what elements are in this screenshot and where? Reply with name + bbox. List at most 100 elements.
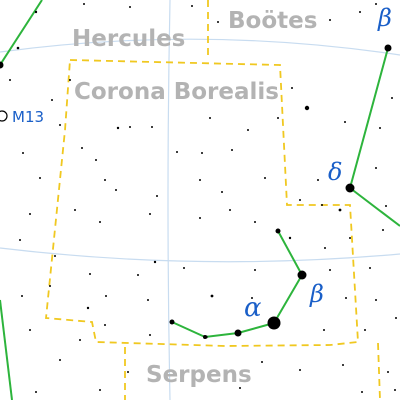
- star-theta-crb: [275, 228, 281, 234]
- star-epsilon-crb: [169, 319, 175, 325]
- background-stars: [9, 3, 397, 393]
- background-star: [104, 324, 106, 326]
- background-star: [379, 127, 381, 129]
- m13-label: M13: [12, 108, 44, 126]
- background-star: [54, 255, 56, 257]
- background-star: [277, 117, 279, 119]
- background-star: [29, 329, 31, 331]
- background-star: [323, 329, 325, 331]
- background-star: [153, 260, 157, 264]
- background-star: [385, 205, 387, 207]
- background-star: [361, 391, 363, 393]
- background-star: [199, 217, 201, 219]
- declination-line-lower: [0, 247, 400, 263]
- background-star: [344, 121, 346, 123]
- background-star: [299, 369, 301, 371]
- background-star: [394, 389, 396, 391]
- background-star: [115, 189, 117, 191]
- background-star: [329, 269, 331, 271]
- background-star: [89, 273, 91, 275]
- background-star: [151, 126, 153, 128]
- background-star: [29, 213, 31, 215]
- background-star: [19, 239, 21, 241]
- background-star: [231, 149, 233, 151]
- background-star: [137, 274, 139, 276]
- background-star: [149, 334, 151, 336]
- background-star: [105, 295, 107, 297]
- background-star: [247, 129, 249, 131]
- label-bootes: Boötes: [228, 8, 317, 34]
- background-star: [149, 213, 151, 215]
- background-star: [254, 269, 256, 271]
- background-star: [217, 21, 219, 23]
- background-star: [288, 236, 292, 240]
- bootes-figure: [349, 47, 389, 189]
- serpens-boundary-right: [377, 342, 381, 400]
- background-star: [104, 179, 106, 181]
- background-star: [254, 221, 256, 223]
- background-star: [382, 229, 384, 231]
- star-delta-serpens: [345, 183, 355, 193]
- hercules-figure-lower: [0, 299, 13, 400]
- background-star: [51, 99, 53, 101]
- bright-stars: [0, 44, 392, 339]
- star-hercules-upper: [0, 61, 4, 69]
- greek-beta-crb: β: [309, 280, 324, 308]
- background-star: [147, 299, 149, 301]
- background-star: [176, 151, 178, 153]
- background-star: [49, 285, 51, 287]
- label-serpens: Serpens: [146, 362, 252, 388]
- background-star: [239, 387, 241, 389]
- star-beta-crb: [297, 270, 307, 280]
- background-star: [369, 267, 371, 269]
- star-gamma-crb: [234, 329, 242, 337]
- star-beta-bootes: [384, 44, 392, 52]
- background-star: [375, 167, 377, 169]
- background-star: [127, 371, 129, 373]
- label-corona-borealis: Corona Borealis: [74, 79, 279, 105]
- background-star: [364, 329, 366, 331]
- background-star: [199, 179, 201, 181]
- hercules-figure-upper: [0, 0, 43, 66]
- right-ascension-line: [167, 0, 171, 400]
- background-star: [22, 152, 24, 154]
- background-star: [201, 152, 203, 154]
- background-star: [191, 5, 193, 7]
- background-star: [99, 389, 101, 391]
- greek-alpha-crb: α: [244, 293, 262, 323]
- background-star: [387, 371, 389, 373]
- serpens-figure: [349, 187, 400, 227]
- constellation-boundaries: [45, 0, 381, 400]
- background-star: [16, 46, 20, 50]
- greek-beta-bootes: β: [377, 4, 392, 32]
- background-star: [156, 195, 158, 197]
- background-star: [86, 306, 90, 310]
- background-star: [395, 317, 397, 319]
- background-star: [129, 6, 131, 8]
- background-star: [129, 126, 131, 128]
- background-star: [79, 339, 81, 341]
- background-star: [74, 209, 76, 211]
- greek-delta-serpens: δ: [328, 158, 342, 186]
- label-hercules: Hercules: [72, 26, 185, 52]
- background-star: [324, 247, 326, 249]
- background-star: [183, 267, 185, 269]
- background-star: [35, 391, 37, 393]
- background-star: [375, 299, 377, 301]
- background-star: [116, 126, 120, 130]
- m13-cluster-icon: [0, 110, 8, 122]
- background-star: [321, 204, 323, 206]
- corona-borealis-figure: [171, 230, 304, 339]
- background-star: [349, 237, 351, 239]
- background-star: [69, 79, 71, 81]
- background-star: [264, 177, 266, 179]
- background-star: [317, 179, 319, 181]
- background-star: [261, 361, 263, 363]
- background-star: [304, 105, 310, 111]
- background-star: [329, 19, 331, 21]
- declination-line-upper: [0, 38, 400, 56]
- background-star: [229, 209, 231, 211]
- background-star: [391, 97, 393, 99]
